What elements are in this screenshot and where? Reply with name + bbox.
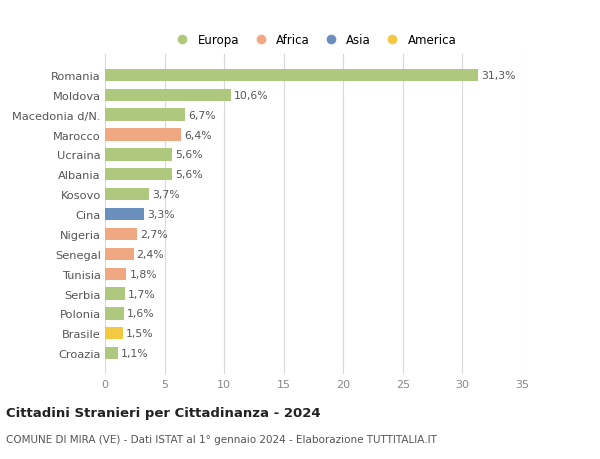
- Text: 2,7%: 2,7%: [140, 230, 168, 240]
- Bar: [105, 129, 181, 141]
- Bar: [105, 347, 118, 359]
- Bar: [105, 169, 172, 181]
- Text: 31,3%: 31,3%: [481, 71, 515, 81]
- Text: 1,7%: 1,7%: [128, 289, 156, 299]
- Legend: Europa, Africa, Asia, America: Europa, Africa, Asia, America: [166, 29, 461, 51]
- Text: 1,5%: 1,5%: [126, 329, 154, 339]
- Text: 6,4%: 6,4%: [184, 130, 212, 140]
- Bar: [105, 288, 125, 300]
- Text: 1,1%: 1,1%: [121, 348, 149, 358]
- Bar: [105, 248, 134, 260]
- Text: 2,4%: 2,4%: [137, 249, 164, 259]
- Text: COMUNE DI MIRA (VE) - Dati ISTAT al 1° gennaio 2024 - Elaborazione TUTTITALIA.IT: COMUNE DI MIRA (VE) - Dati ISTAT al 1° g…: [6, 434, 437, 444]
- Bar: [105, 308, 124, 320]
- Bar: [105, 149, 172, 161]
- Text: 6,7%: 6,7%: [188, 111, 215, 120]
- Bar: [105, 90, 231, 102]
- Text: 1,6%: 1,6%: [127, 309, 155, 319]
- Text: 10,6%: 10,6%: [234, 90, 269, 101]
- Bar: [105, 208, 145, 221]
- Bar: [105, 189, 149, 201]
- Text: 3,3%: 3,3%: [147, 210, 175, 219]
- Text: 5,6%: 5,6%: [175, 170, 202, 180]
- Bar: [105, 109, 185, 122]
- Bar: [105, 70, 478, 82]
- Text: Cittadini Stranieri per Cittadinanza - 2024: Cittadini Stranieri per Cittadinanza - 2…: [6, 406, 320, 419]
- Bar: [105, 327, 123, 340]
- Text: 3,7%: 3,7%: [152, 190, 179, 200]
- Text: 5,6%: 5,6%: [175, 150, 202, 160]
- Bar: [105, 228, 137, 241]
- Bar: [105, 268, 127, 280]
- Text: 1,8%: 1,8%: [130, 269, 157, 279]
